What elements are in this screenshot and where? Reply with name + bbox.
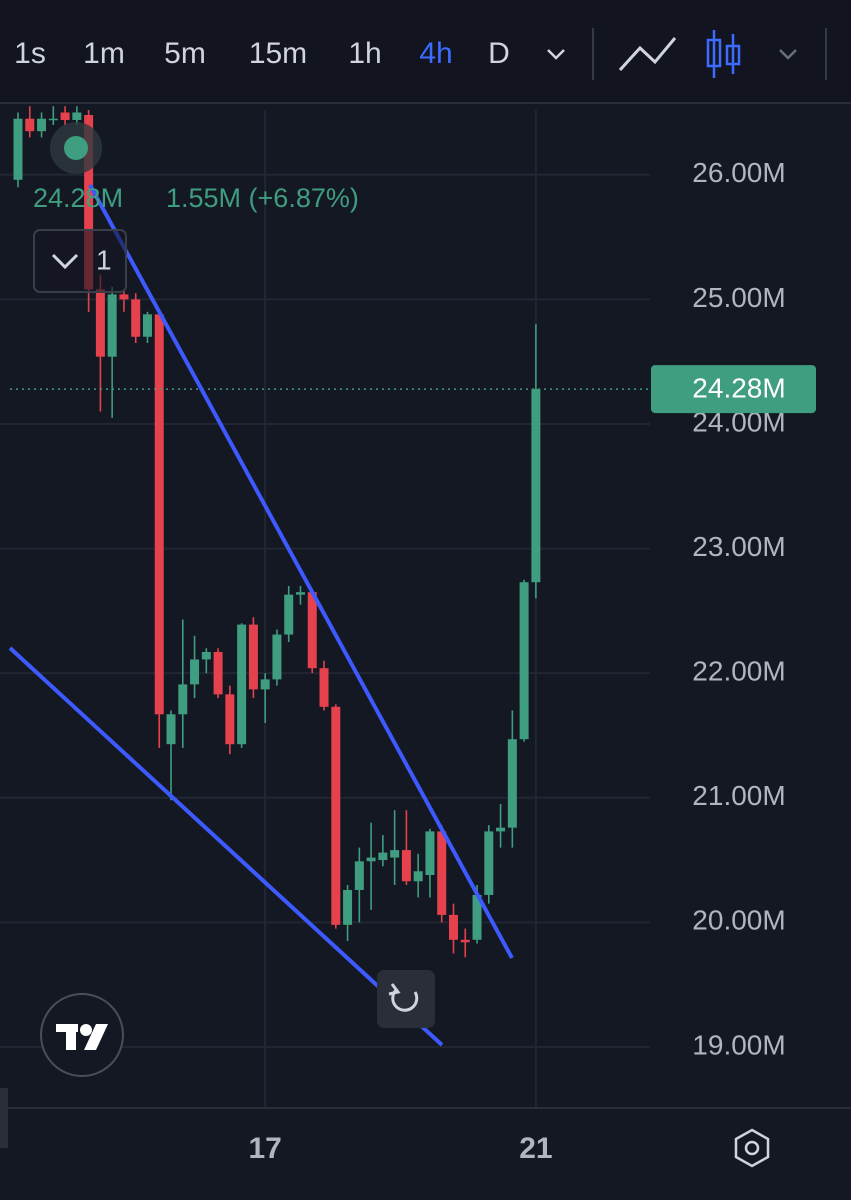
candle-body — [413, 871, 423, 882]
candle-body — [390, 850, 400, 858]
candle-body — [448, 914, 458, 940]
last-price-label: 24.28M — [692, 372, 785, 403]
candle-body — [13, 118, 23, 180]
logo[interactable] — [40, 993, 124, 1077]
candle-body — [142, 314, 152, 337]
interval-button[interactable]: 1s — [14, 37, 46, 70]
y-tick-label: 23.00M — [692, 531, 785, 562]
candle-body — [484, 831, 494, 895]
candle-body — [201, 651, 211, 660]
trend-line — [8, 646, 444, 1047]
candle-body — [531, 389, 541, 583]
candle-body — [72, 112, 82, 120]
candle-body — [378, 852, 388, 861]
reset-icon — [391, 988, 419, 1012]
candle-body — [107, 294, 117, 357]
y-tick-label: 19.00M — [692, 1029, 785, 1060]
interval-button[interactable]: D — [488, 37, 510, 70]
candle-body — [295, 592, 305, 595]
interval-button[interactable]: 1m — [83, 37, 125, 70]
candle-chart-button[interactable] — [706, 30, 741, 78]
candle-body — [131, 299, 141, 337]
candle-body — [401, 850, 411, 882]
candle-body — [319, 668, 329, 707]
candle-body — [119, 294, 129, 300]
legend-marker — [64, 136, 88, 160]
y-tick-label: 20.00M — [692, 905, 785, 936]
line-chart-button[interactable] — [618, 37, 677, 72]
logo-mark — [56, 1024, 108, 1050]
candle-body — [190, 659, 200, 685]
candle-body — [460, 939, 470, 943]
candle-body — [166, 714, 176, 745]
settings-button[interactable] — [734, 1128, 770, 1168]
candle-body — [248, 624, 258, 690]
candle-body — [507, 739, 517, 828]
collapse-icon — [51, 253, 79, 270]
candle-body — [48, 118, 58, 121]
y-tick-label: 22.00M — [692, 656, 785, 687]
candle-body — [95, 289, 105, 357]
candle-body — [496, 827, 506, 832]
candle-body — [284, 594, 294, 635]
settings-icon — [744, 1140, 760, 1156]
x-tick-label: 17 — [248, 1132, 281, 1165]
candle-body — [213, 651, 223, 695]
trend-line — [88, 184, 514, 959]
candle-body — [307, 592, 317, 669]
legend-price: 24.28M — [33, 183, 123, 213]
plot-area — [0, 106, 650, 1108]
x-tick-label: 21 — [519, 1132, 552, 1165]
interval-group: 1s 1m 5m 15m 1h 4h D — [14, 37, 510, 70]
candle-body — [354, 861, 364, 890]
candle-body — [272, 634, 282, 680]
candle-body — [437, 831, 447, 915]
candle-body — [260, 679, 270, 690]
y-tick-label: 21.00M — [692, 780, 785, 811]
candle-body — [25, 118, 35, 132]
last-price-badge — [651, 365, 816, 414]
indicator-count: 1 — [96, 244, 112, 275]
y-tick-label: 25.00M — [692, 282, 785, 313]
interval-button[interactable]: 5m — [164, 37, 206, 70]
reset-button[interactable] — [377, 970, 435, 1028]
y-tick-label: 26.00M — [692, 157, 785, 188]
candle-body — [343, 889, 353, 925]
indicator-toggle[interactable] — [33, 229, 127, 293]
reset-icon — [388, 983, 401, 996]
candle-body — [425, 831, 435, 876]
interval-button[interactable]: 15m — [249, 37, 307, 70]
candle-body — [331, 706, 341, 925]
candle-body — [519, 582, 529, 740]
candle-body — [154, 314, 164, 715]
candle-body — [178, 684, 188, 715]
scroll-handle — [0, 1088, 8, 1148]
candle-body — [237, 624, 247, 745]
interval-button[interactable]: 4h — [419, 37, 452, 70]
interval-dropdown[interactable] — [547, 49, 565, 60]
candle-body — [60, 112, 70, 120]
candle-body — [37, 118, 47, 132]
candle-body — [472, 894, 482, 940]
legend-change: 1.55M (+6.87%) — [166, 183, 359, 213]
candle-body — [225, 694, 235, 745]
candle-body — [366, 857, 376, 862]
chart-type-dropdown[interactable] — [779, 49, 797, 60]
candle-body — [84, 114, 94, 290]
interval-button[interactable]: 1h — [348, 37, 381, 70]
